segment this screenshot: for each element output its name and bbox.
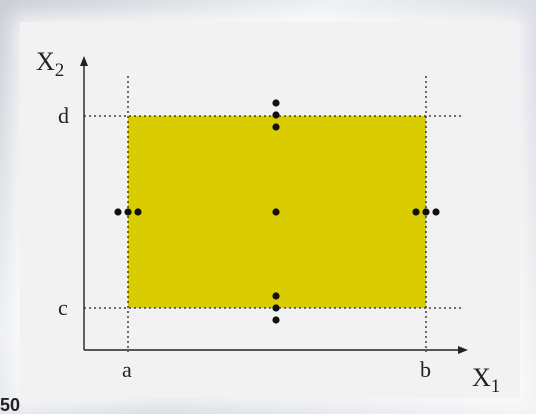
axial-point-top-1 bbox=[272, 99, 280, 107]
tick-label-a: a bbox=[122, 357, 132, 382]
y-axis-arrowhead bbox=[80, 56, 88, 66]
axial-point-left-3 bbox=[134, 208, 142, 216]
axial-point-top-3 bbox=[272, 123, 280, 131]
design-points bbox=[114, 99, 440, 324]
y-axis-label: X2 bbox=[36, 47, 64, 81]
tick-label-d: d bbox=[58, 103, 69, 128]
axial-point-bottom-1 bbox=[272, 292, 280, 300]
axial-point-right-3 bbox=[432, 208, 440, 216]
x-axis-label: X1 bbox=[472, 363, 500, 397]
page-number-fragment: 50 bbox=[0, 396, 21, 414]
axial-point-top-2 bbox=[272, 111, 280, 119]
axial-point-left-2 bbox=[124, 208, 132, 216]
axial-point-right-1 bbox=[412, 208, 420, 216]
axial-point-bottom-3 bbox=[272, 316, 280, 324]
axial-point-left-1 bbox=[114, 208, 122, 216]
axial-point-bottom-2 bbox=[272, 304, 280, 312]
tick-label-b: b bbox=[420, 357, 431, 382]
tick-label-c: c bbox=[58, 295, 68, 320]
x-axis-arrowhead bbox=[458, 346, 468, 354]
center-point bbox=[272, 208, 280, 216]
axial-point-right-2 bbox=[422, 208, 430, 216]
